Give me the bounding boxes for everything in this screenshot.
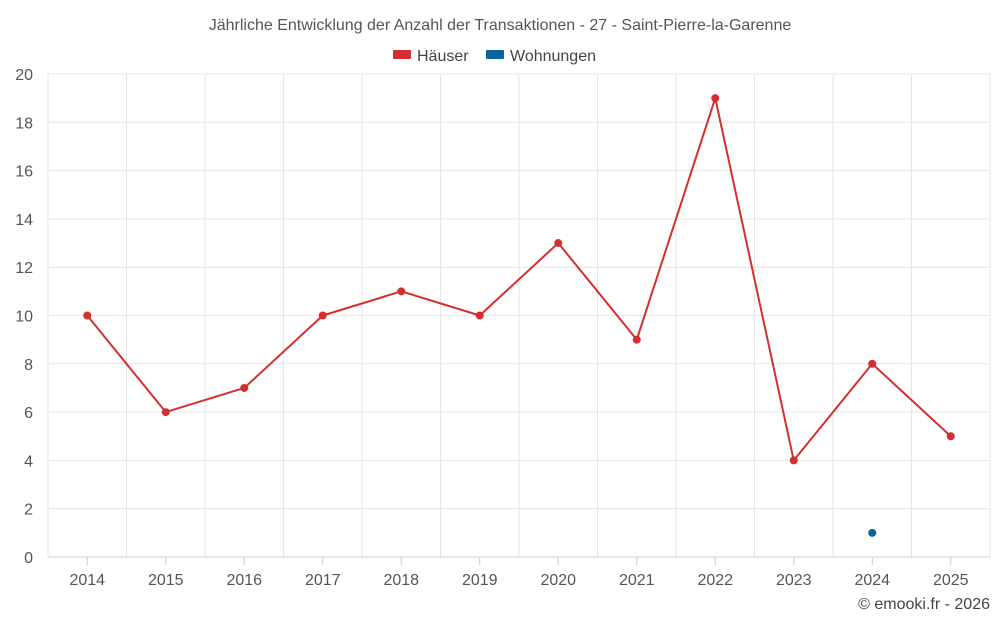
x-tick-label: 2014 [69, 572, 105, 589]
data-point-haeuser[interactable] [240, 383, 249, 392]
data-point-haeuser[interactable] [318, 311, 327, 320]
data-point-wohnungen[interactable] [868, 528, 877, 537]
data-point-haeuser[interactable] [475, 311, 484, 320]
x-tick-label: 2019 [462, 572, 498, 589]
x-tick-label: 2025 [933, 572, 969, 589]
y-tick-label: 10 [15, 309, 33, 326]
data-point-haeuser[interactable] [632, 335, 641, 344]
x-tick-label: 2018 [383, 572, 419, 589]
y-tick-label: 0 [24, 550, 33, 567]
x-tick-label: 2024 [854, 572, 890, 589]
x-tick-label: 2016 [226, 572, 262, 589]
y-tick-label: 20 [15, 67, 33, 84]
y-tick-label: 16 [15, 164, 33, 181]
x-tick-label: 2015 [148, 572, 184, 589]
grid [47, 73, 991, 557]
legend-swatch-haeuser [393, 50, 411, 59]
data-point-haeuser[interactable] [397, 287, 406, 296]
series-wohnungen [868, 528, 877, 537]
y-tick-label: 8 [24, 357, 33, 374]
x-tick-label: 2017 [305, 572, 341, 589]
y-axis-ticks: 0 2 4 6 8 10 12 14 16 18 20 [15, 67, 33, 567]
x-tick-label: 2020 [540, 572, 576, 589]
legend-label-haeuser: Häuser [417, 48, 469, 65]
y-tick-label: 14 [15, 212, 33, 229]
data-point-haeuser[interactable] [83, 311, 92, 320]
y-tick-label: 6 [24, 405, 33, 422]
y-tick-label: 18 [15, 115, 33, 132]
chart-title: Jährliche Entwicklung der Anzahl der Tra… [209, 17, 792, 34]
series [83, 94, 955, 537]
x-axis-ticks: 2014 2015 2016 2017 2018 2019 2020 2021 2022 2023… [69, 557, 969, 589]
x-tick-label: 2023 [776, 572, 812, 589]
data-point-haeuser[interactable] [868, 359, 877, 368]
credit-text: © emooki.fr - 2026 [858, 596, 990, 613]
data-point-haeuser[interactable] [554, 239, 563, 248]
x-tick-label: 2021 [619, 572, 655, 589]
y-tick-label: 12 [15, 260, 33, 277]
data-point-haeuser[interactable] [711, 94, 720, 103]
x-tick-label: 2022 [697, 572, 733, 589]
data-point-haeuser[interactable] [946, 432, 955, 441]
legend-label-wohnungen: Wohnungen [510, 48, 596, 65]
y-tick-label: 4 [24, 453, 33, 470]
y-tick-label: 2 [24, 502, 33, 519]
chart-legend: Häuser Wohnungen [393, 48, 596, 65]
series-haeuser [83, 94, 955, 465]
legend-swatch-wohnungen [486, 50, 504, 59]
data-point-haeuser[interactable] [161, 408, 170, 417]
data-point-haeuser[interactable] [789, 456, 798, 465]
series-line-haeuser [86, 97, 952, 462]
